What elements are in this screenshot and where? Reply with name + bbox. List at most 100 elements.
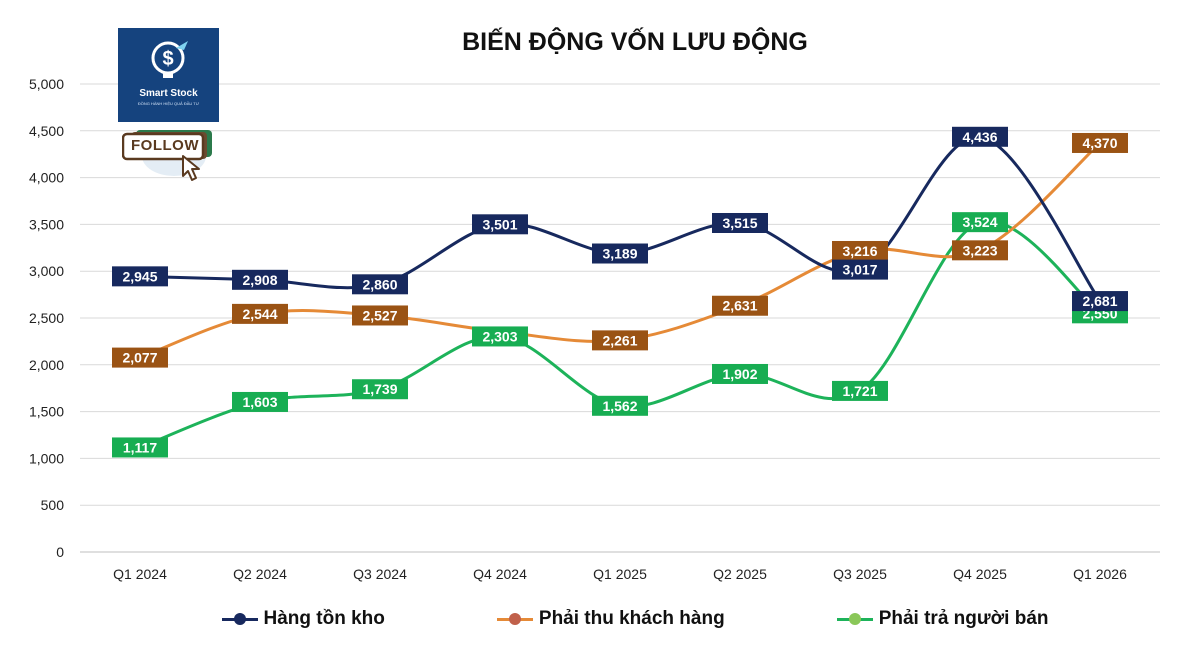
data-label-box	[952, 126, 1008, 147]
data-label-text: 3,515	[722, 215, 757, 231]
data-label: 2,303	[472, 326, 528, 347]
data-label-box	[352, 305, 408, 326]
legend-item-phai-thu-khach-hang: Phải thu khách hàng	[496, 608, 725, 630]
data-label-text: 4,370	[1082, 135, 1117, 151]
data-label-text: 1,562	[602, 398, 637, 414]
legend-item-hang-ton-kho: Hàng tồn kho	[221, 608, 385, 630]
y-tick-label: 1,000	[29, 450, 64, 466]
data-label-box	[472, 326, 528, 347]
data-label: 3,223	[952, 240, 1008, 261]
data-label-box	[952, 212, 1008, 233]
cursor-icon	[182, 155, 200, 181]
data-label: 2,261	[592, 330, 648, 351]
legend-label: Phải trả người bán	[878, 608, 1049, 629]
data-label-box	[832, 240, 888, 261]
data-label-text: 2,681	[1082, 293, 1117, 309]
y-tick-label: 4,000	[29, 170, 64, 186]
x-tick-label: Q3 2025	[833, 566, 887, 582]
legend-swatch	[221, 612, 258, 626]
data-label: 1,721	[832, 380, 888, 401]
data-label: 1,562	[592, 395, 648, 416]
follow-label: FOLLOW	[131, 137, 199, 154]
data-label-text: 2,908	[242, 272, 277, 288]
logo-tagline: ĐỒNG HÀNH HIỆU QUẢ ĐẦU TƯ	[137, 101, 200, 106]
data-label-text: 3,017	[842, 262, 877, 278]
follow-button[interactable]: FOLLOW	[122, 130, 214, 182]
data-label-box	[712, 363, 768, 384]
data-label-text: 2,303	[482, 328, 517, 344]
data-label-box	[1072, 291, 1128, 312]
chart-legend: Hàng tồn kho Phải thu khách hàng Phải tr…	[0, 608, 1200, 630]
data-label-text: 2,527	[362, 307, 397, 323]
data-label-text: 1,117	[123, 439, 157, 455]
data-label: 1,117	[112, 437, 168, 458]
y-tick-label: 1,500	[29, 404, 64, 420]
data-label: 2,077	[112, 347, 168, 368]
data-label-box	[232, 269, 288, 290]
data-label: 1,739	[352, 379, 408, 400]
y-tick-label: 0	[56, 544, 64, 560]
logo-name: Smart Stock	[139, 88, 198, 99]
chart-title: BIẾN ĐỘNG VỐN LƯU ĐỘNG	[462, 28, 808, 56]
data-label: 2,544	[232, 303, 288, 324]
data-label-box	[472, 214, 528, 235]
data-label-box	[232, 391, 288, 412]
legend-label: Hàng tồn kho	[263, 608, 385, 629]
bulb-dollar-icon: $	[151, 41, 188, 78]
y-tick-label: 4,500	[29, 123, 64, 139]
legend-swatch	[836, 612, 873, 626]
data-label-box	[352, 379, 408, 400]
y-tick-label: 5,000	[29, 76, 64, 92]
data-label-text: 1,739	[362, 381, 397, 397]
data-label-text: 3,524	[962, 214, 997, 230]
y-tick-label: 3,000	[29, 263, 64, 279]
data-label: 4,436	[952, 126, 1008, 147]
data-label: 2,527	[352, 305, 408, 326]
data-label: 2,908	[232, 269, 288, 290]
y-tick-label: 500	[41, 497, 65, 513]
x-tick-label: Q4 2024	[473, 566, 527, 582]
data-label-text: 3,189	[602, 246, 637, 262]
data-label: 1,902	[712, 363, 768, 384]
data-label: 3,515	[712, 212, 768, 233]
legend-label: Phải thu khách hàng	[538, 608, 725, 629]
data-label-box	[112, 266, 168, 287]
data-label-box	[832, 259, 888, 280]
data-label-box	[232, 303, 288, 324]
data-label-text: 2,261	[602, 332, 637, 348]
data-label-text: 2,860	[362, 276, 397, 292]
legend-item-phai-tra-nguoi-ban: Phải trả người bán	[836, 608, 1049, 630]
x-tick-label: Q1 2024	[113, 566, 167, 582]
data-label-box	[592, 243, 648, 264]
data-label-text: 2,631	[722, 298, 757, 314]
x-tick-label: Q4 2025	[953, 566, 1007, 582]
data-label: 2,631	[712, 295, 768, 316]
data-label-box	[952, 240, 1008, 261]
data-label-box	[712, 295, 768, 316]
data-label-box	[112, 437, 168, 458]
smart-stock-logo: $ Smart Stock ĐỒNG HÀNH HIỆU QUẢ ĐẦU TƯ	[118, 28, 219, 122]
data-label-box	[592, 395, 648, 416]
data-label-box	[712, 212, 768, 233]
x-tick-label: Q1 2025	[593, 566, 647, 582]
data-label: 3,189	[592, 243, 648, 264]
data-label-text: 2,077	[122, 350, 157, 366]
data-label-text: 3,216	[842, 243, 877, 259]
svg-text:$: $	[162, 48, 173, 70]
data-label-box	[112, 347, 168, 368]
data-label-box	[352, 274, 408, 295]
data-label: 3,017	[832, 259, 888, 280]
x-tick-label: Q1 2026	[1073, 566, 1127, 582]
data-label-text: 3,501	[482, 216, 517, 232]
data-label-text: 1,902	[722, 366, 757, 382]
x-tick-label: Q2 2024	[233, 566, 287, 582]
data-label: 4,370	[1072, 132, 1128, 153]
data-label: 2,945	[112, 266, 168, 287]
data-label: 3,524	[952, 212, 1008, 233]
y-tick-label: 2,000	[29, 357, 64, 373]
x-tick-label: Q3 2024	[353, 566, 407, 582]
data-label: 3,501	[472, 214, 528, 235]
data-label: 2,681	[1072, 291, 1128, 312]
data-label-text: 2,544	[242, 306, 277, 322]
